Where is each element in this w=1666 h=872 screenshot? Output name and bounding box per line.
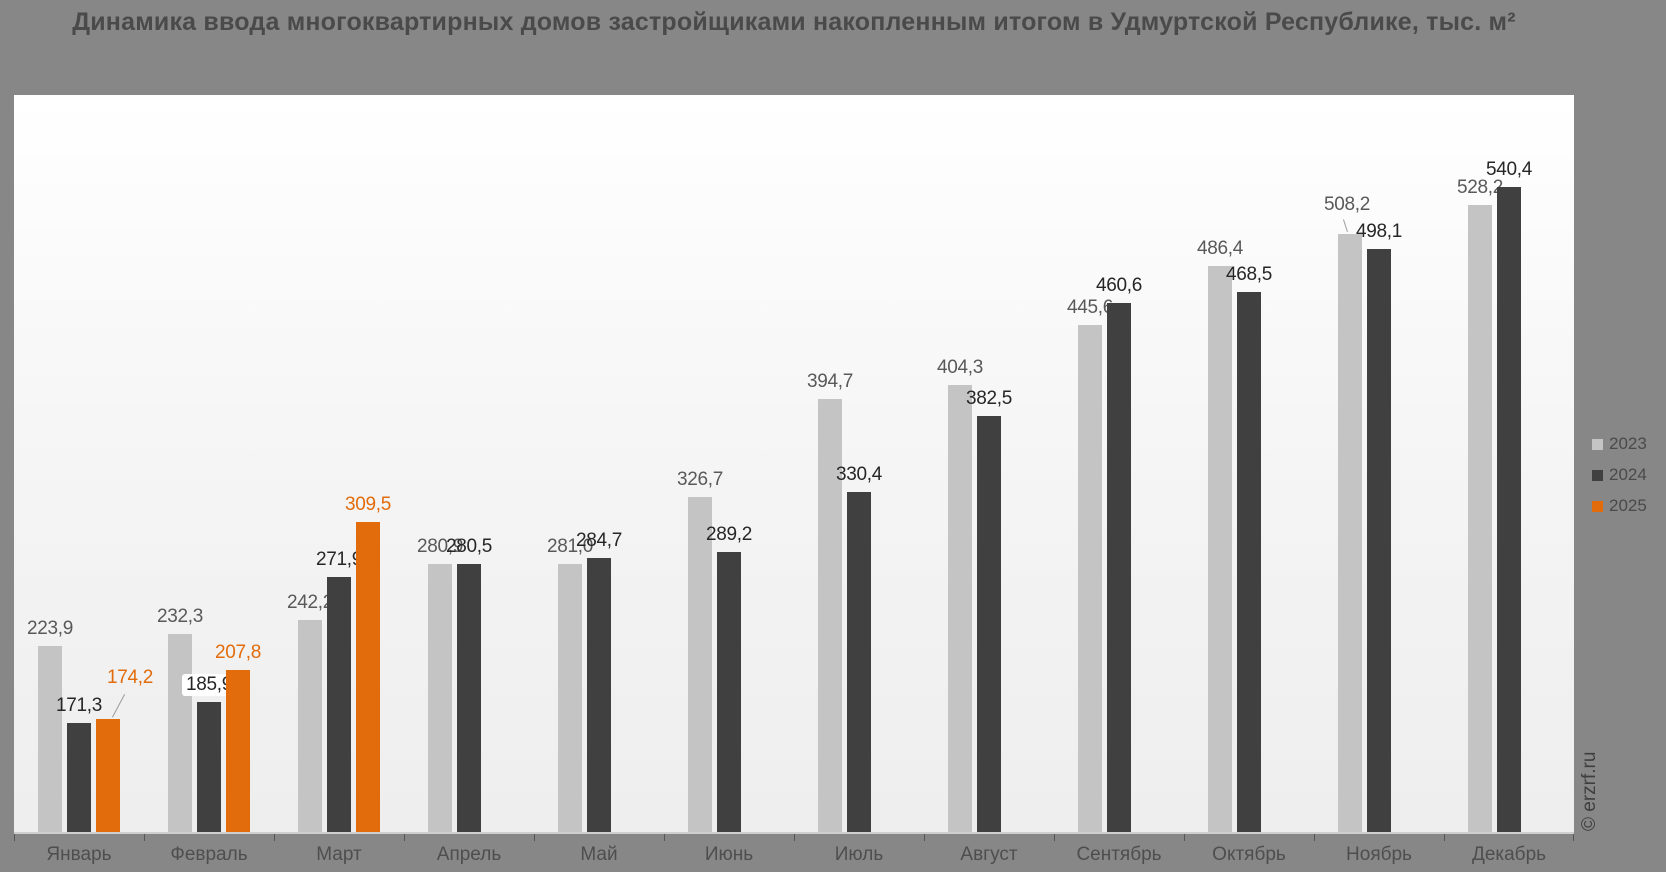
legend-item-2024: 2024 [1592, 465, 1647, 485]
bar-value-label: 508,2 [1323, 194, 1371, 215]
axis-tick [144, 834, 145, 841]
bar-value-label: 404,3 [936, 356, 984, 378]
x-axis-label: Февраль [170, 844, 248, 865]
bar-value-label: 382,5 [965, 388, 1013, 410]
watermark: © erzrf.ru [1579, 751, 1600, 831]
bar-value-label: 284,7 [575, 530, 623, 552]
legend-label: 2024 [1609, 465, 1647, 484]
bar-value-label: 460,6 [1095, 275, 1143, 297]
bar-value-label: 174,2 [106, 666, 154, 688]
bar-value-label: 540,4 [1485, 159, 1533, 181]
bar-2023-Февраль [168, 634, 192, 832]
x-axis-label: Июнь [704, 844, 754, 865]
bar-2024-Апрель [457, 564, 481, 832]
bar-value-label: 394,7 [806, 370, 854, 392]
axis-tick [534, 834, 535, 841]
axis-tick [664, 834, 665, 841]
bar-value-label: 271,9 [315, 548, 363, 570]
bar-2024-Январь [67, 722, 91, 832]
legend-item-2023: 2023 [1592, 434, 1647, 454]
axis-tick [404, 834, 405, 841]
bar-value-label: 207,8 [214, 641, 262, 663]
bar-value-label: 330,4 [835, 463, 883, 485]
legend-swatch-icon [1592, 469, 1603, 481]
x-axis-label: Октябрь [1212, 844, 1286, 865]
bar-value-label: 498,1 [1355, 220, 1403, 242]
x-axis-label: Январь [46, 844, 112, 865]
bar-value-label: 326,7 [676, 469, 724, 491]
bar-value-label: 309,5 [344, 494, 392, 516]
bar-value-label: 280,9 [416, 535, 464, 557]
bar-2024-Февраль [197, 701, 221, 832]
bar-2025-Январь [96, 718, 120, 832]
x-axis-label: Июль [834, 844, 884, 865]
bar-2023-Август [948, 384, 972, 832]
bar-2024-Май [587, 558, 611, 832]
axis-tick [14, 834, 15, 841]
bar-value-label: 223,9 [26, 618, 74, 640]
bar-value-label: 468,5 [1225, 263, 1273, 285]
plot-area: Январь 223,9 171,3 174,2 Февраль 232,3 185,9 20… [14, 95, 1574, 865]
axis-tick [274, 834, 275, 841]
legend-label: 2023 [1609, 434, 1647, 453]
bar-2023-Июль [818, 398, 842, 832]
bar-2023-Сентябрь [1078, 324, 1102, 832]
axis-tick [1444, 834, 1445, 841]
bar-2024-Сентябрь [1107, 303, 1131, 832]
bar-2023-Апрель [428, 563, 452, 832]
label-leader-line [112, 693, 126, 718]
x-axis-label: Март [316, 844, 362, 865]
x-axis-label: Сентябрь [1076, 844, 1162, 865]
x-axis-label: Декабрь [1471, 844, 1547, 865]
bar-value-label: 185,9 [181, 673, 237, 696]
bar-value-label: 171,3 [55, 694, 103, 716]
axis-tick [924, 834, 925, 841]
bar-2024-Август [977, 416, 1001, 832]
bar-value-label: 486,4 [1196, 237, 1244, 259]
axis-tick [1184, 834, 1185, 841]
bar-value-label: 281,0 [546, 535, 594, 557]
chart-title: Динамика ввода многоквартирных домов зас… [72, 8, 1516, 36]
legend-swatch-icon [1592, 500, 1603, 512]
x-axis-label: Август [960, 844, 1018, 865]
bar-2023-Ноябрь [1338, 234, 1362, 832]
bar-2023-Январь [38, 646, 62, 832]
bar-value-label: 242,2 [286, 591, 334, 613]
bar-2025-Февраль [226, 669, 250, 832]
bar-value-label: 232,3 [156, 606, 204, 628]
legend-item-2025: 2025 [1592, 496, 1647, 516]
legend-label: 2025 [1609, 496, 1647, 515]
bar-2024-Июль [847, 491, 871, 832]
axis-tick [1573, 834, 1574, 841]
x-axis-label: Ноябрь [1346, 844, 1412, 865]
x-axis-label: Май [580, 844, 618, 865]
x-axis-label: Апрель [436, 844, 502, 865]
bar-2023-Март [298, 619, 322, 832]
bar-2023-Июнь [688, 497, 712, 832]
bar-2024-Октябрь [1237, 291, 1261, 832]
bar-2024-Март [327, 576, 351, 832]
label-leader-line [1342, 219, 1348, 232]
axis-tick [794, 834, 795, 841]
bar-2024-Ноябрь [1367, 248, 1391, 832]
legend: 2023 2024 2025 [1592, 434, 1647, 516]
bar-value-label: 528,2 [1456, 176, 1504, 198]
bar-2023-Декабрь [1468, 205, 1492, 832]
bar-2024-Июнь [717, 551, 741, 832]
bar-2025-Март [356, 522, 380, 832]
bar-2023-Май [558, 563, 582, 832]
bar-value-label: 445,6 [1066, 296, 1114, 318]
legend-swatch-icon [1592, 438, 1603, 450]
bar-2023-Октябрь [1208, 265, 1232, 832]
bar-value-label: 280,5 [445, 536, 493, 558]
axis-tick [1314, 834, 1315, 841]
axis-tick [1054, 834, 1055, 841]
bar-value-label: 289,2 [705, 523, 753, 545]
bar-2024-Декабрь [1497, 187, 1521, 832]
